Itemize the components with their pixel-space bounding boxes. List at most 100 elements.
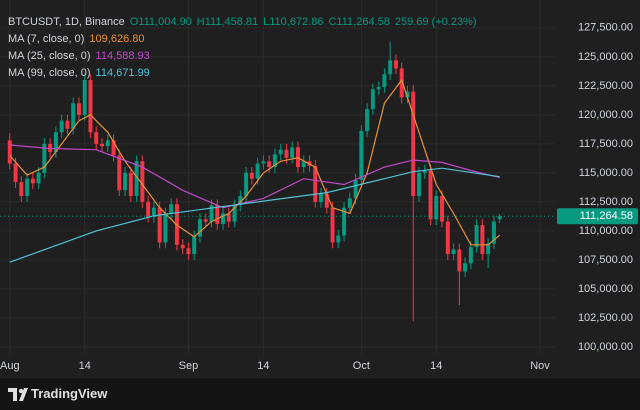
y-tick-label: 110,000.00 [579,225,633,237]
candle-body [88,80,93,133]
candle-body [232,205,237,222]
last-price-label: 111,264.58 [580,210,633,222]
ma-legend-row: MA (99, close, 0) 114,671.99 [8,65,487,82]
candle-body [19,182,24,197]
candle-body [399,68,404,98]
legend: BTCUSDT, 1D, Binance O111,004.90 H111,458.… [8,14,487,82]
candle-body [468,247,473,264]
x-tick-label: 14 [79,360,91,372]
y-tick-label: 115,000.00 [579,167,633,179]
candle-body [319,193,324,202]
ohlc: O111,004.90 H111,458.81 L110,672.86 C111,26… [130,16,482,28]
y-tick-label: 127,500.00 [578,22,633,34]
logo [8,388,28,401]
footer: TradingView [0,378,640,410]
y-tick-label: 117,500.00 [579,138,633,150]
candle-body [405,91,410,98]
candle-body [151,207,156,217]
candle-body [65,120,70,129]
candle-body [209,205,214,222]
candle-body [382,74,387,88]
candle-body [272,154,277,168]
candle-body [30,178,35,184]
candle-body [238,196,243,206]
candle-body [480,225,485,255]
ma-value: 114,588.93 [95,50,150,62]
candle-body [457,249,462,272]
ma-name: MA (7, close, 0) [8,33,85,45]
candle-body [411,91,416,197]
candle-body [134,161,139,197]
y-tick-label: 125,000.00 [578,51,633,63]
x-tick-label: Nov [530,360,550,372]
candle-body [197,219,202,237]
candle-body [491,221,496,244]
ma-legend-row: MA (7, close, 0) 109,626.80 [8,31,487,48]
ma-name: MA (25, close, 0) [8,50,91,62]
candle-body [71,103,76,129]
ohlc-value: C111,264.58 [328,16,390,28]
candle-body [365,109,370,132]
candle-body [278,149,283,155]
brand: TradingView [31,386,108,401]
ohlc-value: L110,672.86 [263,16,324,28]
candle-body [376,87,381,90]
logo-shape [8,388,28,401]
candle-body [25,178,30,197]
candle-body [313,165,318,202]
candle-body [123,172,128,191]
candle-body [163,213,168,243]
y-tick-label: 120,000.00 [578,109,633,121]
ma-legend: MA (7, close, 0) 109,626.80 MA (25, close,… [8,31,487,82]
candle-body [422,170,427,173]
candle-body [42,143,47,173]
candle-body [157,207,162,243]
ma-line [9,167,500,263]
candle-body [440,196,445,222]
candle-body [463,263,468,272]
candle-body [226,213,231,222]
candle-body [497,216,502,220]
axis-panel [555,0,640,378]
x-tick-label: Aug [0,360,20,372]
symbol-row: BTCUSDT, 1D, Binance O111,004.90 H111,458.… [8,14,487,31]
x-tick-label: 14 [430,360,442,372]
ma-legend-row: MA (25, close, 0) 114,588.93 [8,48,487,65]
candle-body [451,249,456,255]
candle-body [486,243,491,255]
x-tick-label: Sep [179,360,199,372]
candle-body [342,207,347,236]
candle-body [36,172,41,184]
candle-body [474,225,479,248]
candle-body [186,248,191,255]
y-tick-label: 105,000.00 [578,283,633,295]
candle-body [59,120,64,133]
candle-body [215,205,220,224]
candle-body [100,143,105,147]
y-tick-label: 122,500.00 [578,80,633,92]
candle-body [388,60,393,75]
candle-body [146,201,151,217]
candle-body [434,196,439,220]
candle-body [53,132,58,152]
ma-name: MA (99, close, 0) [8,67,91,79]
x-tick-label: 14 [257,360,269,372]
chart: 100,000.00 102,500.00 105,000.00 107,500.00… [0,0,640,378]
ma-line [9,78,501,246]
candle-body [445,221,450,255]
candle-body [221,213,226,224]
candle-body [370,89,375,110]
ma-value: 109,626.80 [89,33,145,45]
ohlc-value: 259.69 (+0.23%) [394,16,477,28]
candle-body [94,132,99,144]
candle-body [428,170,433,220]
candle-body [324,193,329,208]
candle-body [203,219,208,222]
candle-body [76,103,81,115]
y-tick-label: 112,500.00 [579,196,633,208]
candle-body [290,147,295,158]
ma-value: 114,671.99 [95,67,150,79]
candle-body [13,163,18,183]
candle-body [336,235,341,243]
